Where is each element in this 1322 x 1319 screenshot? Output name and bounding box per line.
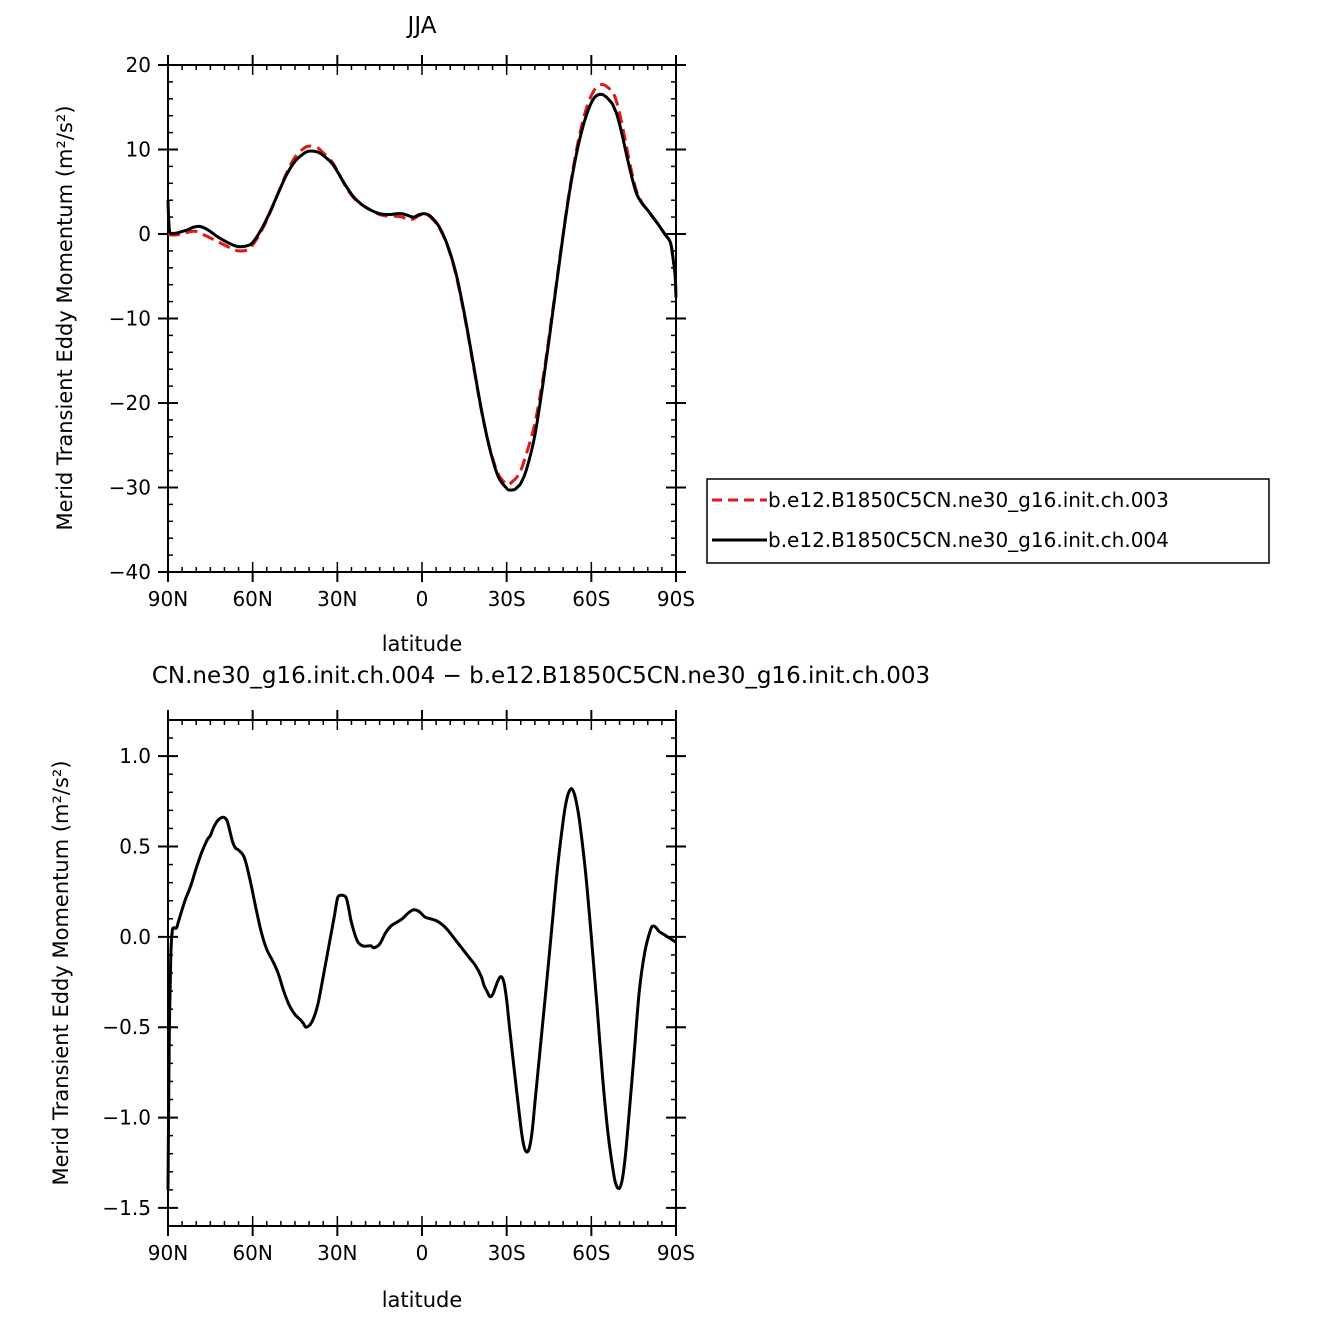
top-xtick-label: 90S <box>657 587 695 611</box>
top-ytick-label: 0 <box>138 222 151 246</box>
bottom-tick-labels: 90N 60N 30N 0 30S 60S 90S 1.0 0.5 0.0 −0.5 −1.0 −1.5 <box>102 744 695 1265</box>
bottom-xtick-label: 30N <box>317 1241 357 1265</box>
top-xtick-label: 60N <box>232 587 272 611</box>
bottom-xlabel: latitude <box>382 1288 463 1312</box>
top-title: JJA <box>406 13 437 39</box>
top-xtick-label: 30N <box>317 587 357 611</box>
bottom-xtick-label: 60N <box>232 1241 272 1265</box>
top-series-lines <box>166 82 678 492</box>
top-ytick-label: 10 <box>126 138 151 162</box>
legend: b.e12.B1850C5CN.ne30_g16.init.ch.003 b.e… <box>706 478 1270 564</box>
top-xtick-label: 30S <box>488 587 526 611</box>
bottom-ytick-label: 0.0 <box>119 925 151 949</box>
top-ytick-label: −10 <box>109 307 151 331</box>
top-tick-labels: 90N 60N 30N 0 30S 60S 90S 20 10 0 −10 −20 −30 −40 <box>109 53 695 611</box>
legend-label-004: b.e12.B1850C5CN.ne30_g16.init.ch.004 <box>768 528 1169 552</box>
top-xtick-label: 90N <box>148 587 188 611</box>
bottom-xtick-label: 90S <box>657 1241 695 1265</box>
top-ytick-label: −40 <box>109 560 151 584</box>
bottom-xtick-label: 90N <box>148 1241 188 1265</box>
top-plot-frame <box>167 64 677 573</box>
bottom-ytick-label: −0.5 <box>102 1015 151 1039</box>
top-series-line-1 <box>166 92 678 492</box>
top-panel: 90N 60N 30N 0 30S 60S 90S 20 10 0 −10 −20 −30 −40 JJA… <box>53 13 695 656</box>
bottom-ytick-label: −1.5 <box>102 1196 151 1220</box>
bottom-panel: CN.ne30_g16.init.ch.004 − b.e12.B1850C5C… <box>49 663 930 1312</box>
bottom-ylabel: Merid Transient Eddy Momentum (m²/s²) <box>49 760 73 1185</box>
legend-label-003: b.e12.B1850C5CN.ne30_g16.init.ch.003 <box>768 488 1169 512</box>
top-xlabel: latitude <box>382 632 463 656</box>
bottom-xtick-label: 30S <box>488 1241 526 1265</box>
bottom-xtick-label: 60S <box>572 1241 610 1265</box>
top-tick-marks <box>158 55 686 582</box>
bottom-xtick-label: 0 <box>416 1241 429 1265</box>
bottom-ytick-label: 1.0 <box>119 744 151 768</box>
bottom-ytick-label: −1.0 <box>102 1106 151 1130</box>
top-series-line-0 <box>167 82 678 487</box>
bottom-title: CN.ne30_g16.init.ch.004 − b.e12.B1850C5C… <box>152 663 930 689</box>
top-xtick-label: 0 <box>416 587 429 611</box>
top-ytick-label: 20 <box>126 53 151 77</box>
bottom-series-lines <box>166 787 677 1191</box>
top-ylabel: Merid Transient Eddy Momentum (m²/s²) <box>53 105 77 530</box>
top-ytick-label: −30 <box>109 476 151 500</box>
bottom-series-line-0 <box>166 787 677 1191</box>
bottom-tick-marks <box>158 710 686 1236</box>
top-xtick-label: 60S <box>572 587 610 611</box>
bottom-plot-frame <box>167 719 677 1227</box>
legend-box <box>706 478 1270 564</box>
bottom-ytick-label: 0.5 <box>119 835 151 859</box>
top-ytick-label: −20 <box>109 391 151 415</box>
